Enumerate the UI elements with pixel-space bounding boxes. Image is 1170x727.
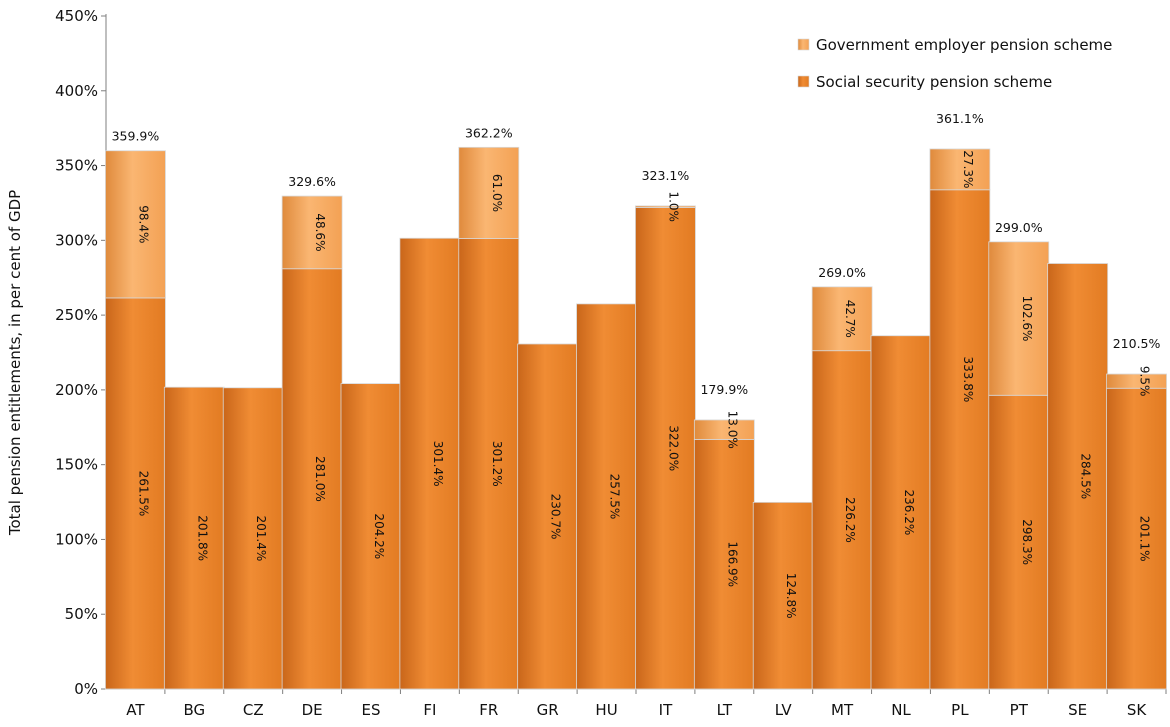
segment-label-government: 102.6%	[1020, 296, 1034, 342]
total-label: 299.0%	[995, 220, 1043, 235]
bar-government-employer	[1106, 373, 1167, 389]
segment-label-social: 261.5%	[136, 471, 150, 517]
bar-social-security	[870, 335, 932, 690]
bar-social-security	[222, 387, 284, 690]
bar-social-security	[576, 303, 637, 690]
segment-label-social: 201.8%	[195, 515, 209, 561]
bar-social-security	[693, 438, 755, 690]
legend-label-government: Government employer pension scheme	[816, 36, 1112, 54]
segment-label-government: 98.4%	[136, 205, 150, 243]
bar-social-security	[811, 350, 873, 690]
bar-social-security	[988, 394, 1050, 690]
bar-government-employer	[635, 205, 696, 208]
x-category-label: IT	[659, 701, 673, 719]
segment-label-social: 333.8%	[961, 357, 975, 403]
segment-label-government: 42.7%	[843, 300, 857, 338]
x-category-label: AT	[126, 701, 145, 719]
segment-label-government: 61.0%	[490, 174, 504, 212]
y-tick-label: 150%	[55, 456, 98, 474]
segment-label-social: 226.2%	[843, 497, 857, 543]
x-category-label: FR	[479, 701, 498, 719]
y-tick-label: 350%	[55, 157, 98, 175]
segment-label-government: 9.5%	[1138, 366, 1152, 397]
bar-government-employer	[281, 195, 343, 270]
total-label: 362.2%	[465, 125, 513, 140]
x-category-label: LV	[775, 701, 793, 719]
x-category-label: PL	[951, 701, 969, 719]
total-label: 359.9%	[112, 129, 160, 144]
bar-social-security	[517, 343, 579, 690]
y-tick-label: 50%	[65, 605, 98, 623]
bar-government-employer	[988, 241, 1050, 396]
x-category-label: SE	[1068, 701, 1087, 719]
bar-social-security	[458, 238, 520, 690]
segment-label-social: 257.5%	[608, 474, 622, 520]
x-category-label: FI	[423, 701, 436, 719]
bar-social-security	[752, 501, 814, 690]
segment-label-social: 201.1%	[1138, 516, 1152, 562]
segment-label-government: 27.3%	[961, 150, 975, 188]
segment-label-social: 236.2%	[902, 489, 916, 535]
total-label: 361.1%	[936, 111, 984, 126]
total-label: 329.6%	[288, 174, 336, 189]
x-category-label: NL	[891, 701, 911, 719]
segment-label-social: 124.8%	[784, 573, 798, 619]
x-category-label: PT	[1010, 701, 1029, 719]
bar-social-security	[1047, 263, 1109, 690]
segment-label-social: 301.4%	[431, 441, 445, 487]
y-tick-label: 450%	[55, 7, 98, 25]
segment-label-social: 298.3%	[1020, 519, 1034, 565]
bar-social-security	[929, 189, 991, 690]
legend-swatch-government	[797, 38, 810, 51]
segment-label-social: 201.4%	[254, 516, 268, 562]
bar-social-security	[399, 237, 461, 690]
x-category-label: ES	[362, 701, 381, 719]
x-category-label: MT	[831, 701, 854, 719]
bar-government-employer	[811, 286, 873, 352]
bar-social-security	[281, 268, 343, 690]
total-label: 179.9%	[700, 382, 748, 397]
segment-label-government: 13.0%	[725, 411, 739, 449]
bar-social-security	[105, 297, 166, 690]
x-category-label: GR	[537, 701, 559, 719]
x-category-label: BG	[184, 701, 206, 719]
bar-government-employer	[105, 150, 166, 299]
total-label: 323.1%	[642, 168, 690, 183]
x-category-label: HU	[595, 701, 617, 719]
bar-social-security	[635, 207, 696, 690]
y-tick-label: 250%	[55, 306, 98, 324]
y-tick-label: 400%	[55, 82, 98, 100]
bar-government-employer	[458, 146, 520, 239]
y-tick-label: 200%	[55, 381, 98, 399]
bar-social-security	[340, 383, 402, 690]
y-tick-label: 300%	[55, 231, 98, 249]
segment-label-social: 281.0%	[313, 456, 327, 502]
segment-label-social: 284.5%	[1079, 453, 1093, 499]
x-category-label: DE	[302, 701, 323, 719]
legend-swatch-social	[797, 75, 810, 88]
segment-label-social: 301.2%	[490, 441, 504, 487]
segment-label-social: 322.0%	[666, 425, 680, 471]
x-category-label: SK	[1127, 701, 1148, 719]
total-label: 210.5%	[1113, 336, 1161, 351]
total-label: 269.0%	[818, 265, 866, 280]
x-category-label: LT	[717, 701, 733, 719]
bar-social-security	[1106, 387, 1167, 690]
bar-government-employer	[693, 419, 755, 440]
segment-label-social: 204.2%	[372, 513, 386, 559]
segment-label-social: 230.7%	[549, 494, 563, 540]
x-category-label: CZ	[243, 701, 264, 719]
y-tick-label: 100%	[55, 530, 98, 548]
y-axis-title: Total pension entitlements, in per cent …	[6, 190, 24, 536]
y-tick-label: 0%	[74, 680, 98, 698]
bar-government-employer	[929, 148, 991, 191]
bar-social-security	[163, 386, 225, 690]
segment-label-social: 166.9%	[725, 541, 739, 587]
segment-label-government: 1.0%	[666, 191, 680, 222]
segment-label-government: 48.6%	[313, 213, 327, 251]
legend-label-social: Social security pension scheme	[816, 73, 1052, 91]
